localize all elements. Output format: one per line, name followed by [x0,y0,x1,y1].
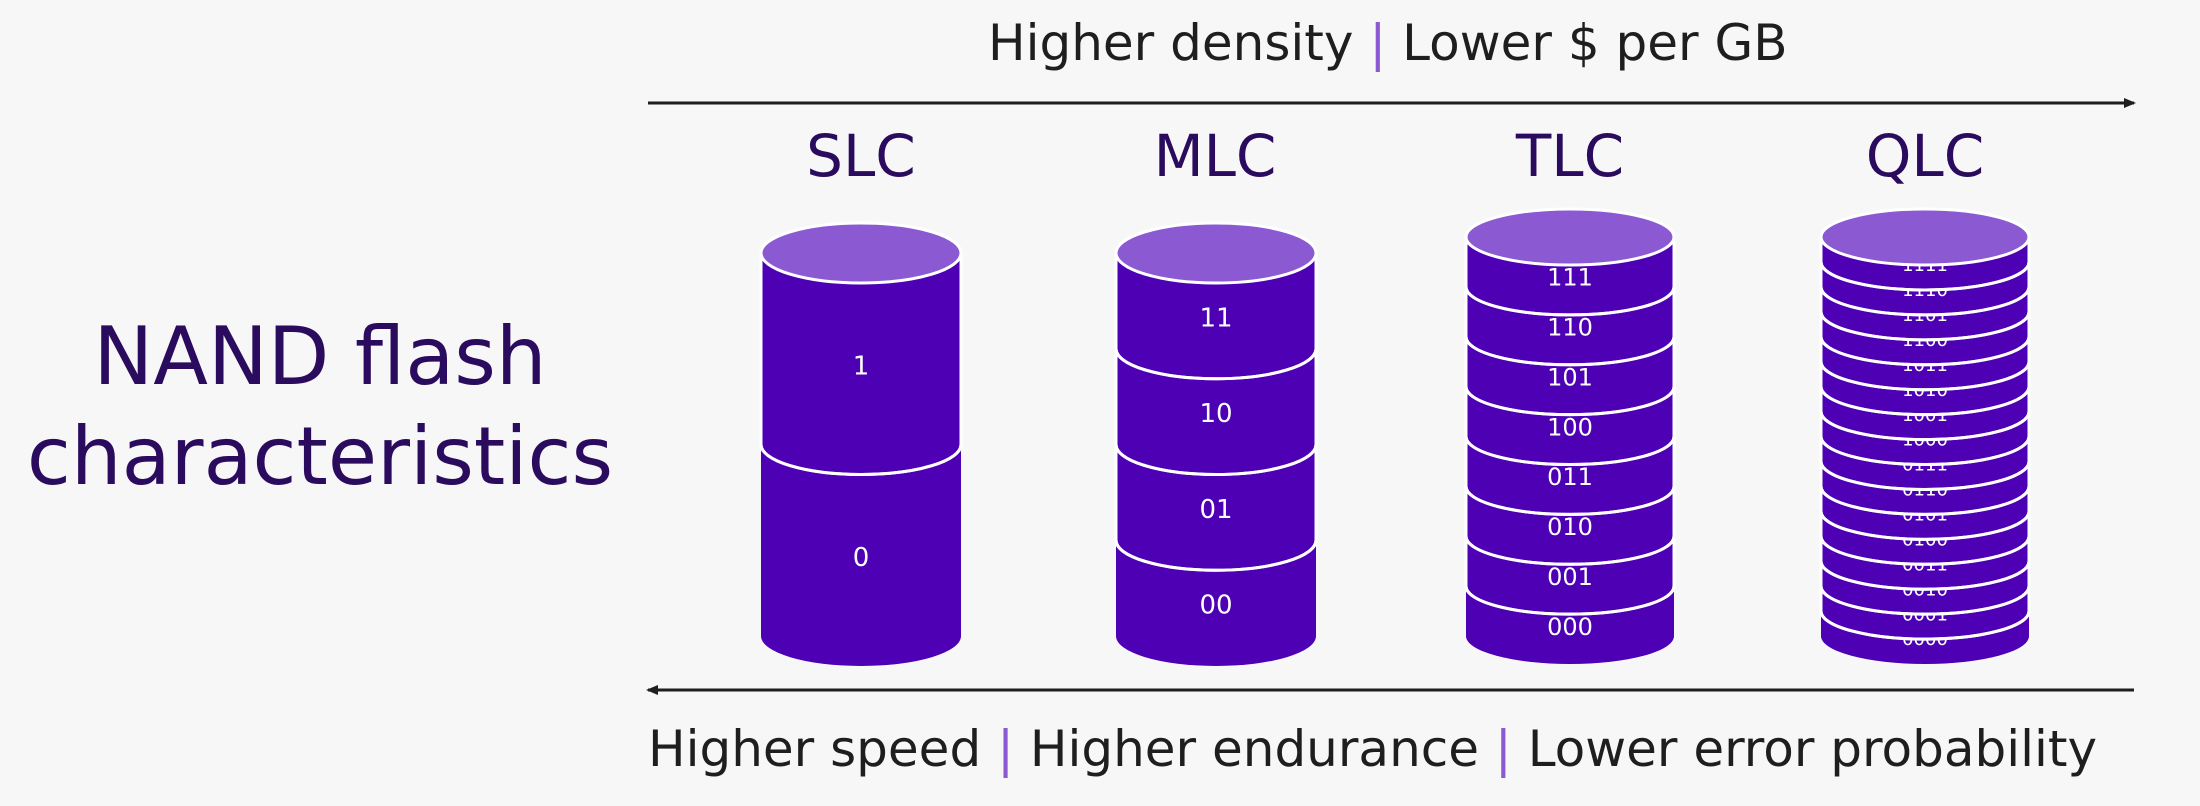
segment-rim [1819,411,2031,442]
cell-state-label: 10 [1199,399,1232,429]
cell-state-label: 100 [1547,413,1593,441]
cell-state-label: 00 [1199,591,1232,621]
bottom-axis-part-endurance: Higher endurance [1029,720,1480,778]
cylinder-mlc: 00 01 10 11 [1114,221,1318,666]
top-axis-separator: | [1369,14,1387,72]
segment-rim [1819,511,2031,541]
segment-body [1116,540,1316,666]
segment-rim [1464,336,1676,367]
title-line-2: characteristics [26,410,614,503]
bottom-axis-separator-1: | [997,720,1014,778]
segment-rim [1819,461,2031,491]
segment-rim [1464,585,1676,616]
column-label-slc: SLC [806,122,916,190]
segment-rim [1819,261,2031,292]
segment-rim [1464,386,1676,417]
cylinder-tlc: 000 001 010 011 100 101 110 111 [1464,207,1676,664]
cylinder-top [1819,207,2031,267]
cell-state-label: 1 [853,351,870,381]
cell-state-label: 101 [1547,363,1593,391]
cell-state-label: 0 [853,543,870,573]
segment-body [761,444,961,666]
segment-rim [1819,436,2031,466]
cell-state-segment: 10 [1114,347,1318,476]
cylinder-top [759,221,963,285]
segment-rim [1114,444,1318,476]
bottom-axis-part-speed: Higher speed [648,720,982,778]
column-label-qlc: QLC [1865,122,1985,190]
cell-state-segment: 1 [759,251,963,476]
cell-state-segment: 11 [1114,251,1318,381]
cell-state-label: 01 [1199,495,1232,525]
cell-state-label: 000 [1547,613,1593,641]
cell-state-label: 010 [1547,513,1593,541]
cell-state-segment: 00 [1116,540,1316,666]
cell-state-label: 011 [1547,463,1593,491]
segment-rim [1819,610,2031,641]
cylinder-top [1114,221,1318,285]
cell-state-segment: 01 [1114,443,1318,572]
segment-rim [1819,536,2031,566]
bottom-axis-separator-2: | [1494,720,1512,778]
cell-state-segment: 0 [761,444,961,666]
column-label-mlc: MLC [1153,122,1277,190]
segment-rim [759,444,963,476]
segment-rim [1114,348,1318,381]
segment-rim [1464,436,1676,466]
segment-rim [1114,540,1318,572]
cell-state-label: 111 [1547,264,1593,292]
title-line-1: NAND flash [93,310,547,403]
segment-rim [1819,336,2031,367]
cylinder-qlc: 0000000100100011010001010110011110001001… [1819,207,2031,664]
cell-state-label: 110 [1547,314,1593,342]
cylinder-top [1464,207,1676,267]
segment-rim [1464,536,1676,566]
segment-rim [1819,361,2031,392]
column-label-tlc: TLC [1515,122,1625,190]
top-axis-part-cost: Lower $ per GB [1402,14,1788,72]
segment-rim [1819,585,2031,616]
segment-rim [1819,286,2031,317]
top-axis-part-density: Higher density [988,14,1354,72]
segment-rim [1819,561,2031,591]
segment-rim [1819,311,2031,342]
cell-state-label: 001 [1547,563,1593,591]
cell-state-label: 11 [1199,303,1232,333]
segment-rim [1819,386,2031,417]
segment-rim [1464,286,1676,317]
segment-rim [1464,486,1676,516]
top-axis-caption: Higher density | Lower $ per GB [988,14,1788,72]
bottom-axis-part-error: Lower error probability [1527,720,2098,778]
cylinder-slc: 01 [759,221,963,666]
bottom-axis-caption: Higher speed | Higher endurance | Lower … [648,720,2097,778]
segment-rim [1819,486,2031,516]
